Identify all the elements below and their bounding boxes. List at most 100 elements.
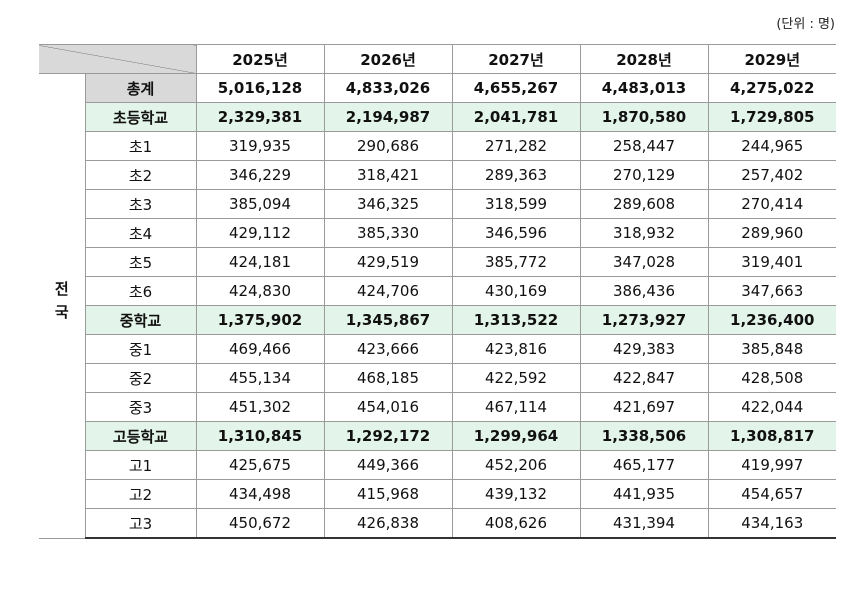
value-cell: 408,626 bbox=[451, 508, 581, 539]
value-cell: 434,498 bbox=[195, 479, 325, 509]
table-row: 고3 450,672 426,838 408,626 431,394 434,163 bbox=[39, 508, 836, 539]
value-cell: 385,772 bbox=[451, 247, 581, 277]
value-cell: 318,932 bbox=[579, 218, 709, 248]
value-cell: 270,129 bbox=[579, 160, 709, 190]
value-cell: 2,194,987 bbox=[323, 102, 453, 132]
value-cell: 4,655,267 bbox=[451, 73, 581, 103]
value-cell: 424,830 bbox=[195, 276, 325, 306]
value-cell: 425,675 bbox=[195, 450, 325, 480]
value-cell: 385,094 bbox=[195, 189, 325, 219]
column-header: 2025년 bbox=[195, 44, 325, 74]
value-cell: 423,816 bbox=[451, 334, 581, 364]
column-header: 2029년 bbox=[707, 44, 836, 74]
value-cell: 439,132 bbox=[451, 479, 581, 509]
value-cell: 415,968 bbox=[323, 479, 453, 509]
row-label: 중3 bbox=[84, 392, 197, 422]
value-cell: 1,870,580 bbox=[579, 102, 709, 132]
table-row: 초등학교 2,329,381 2,194,987 2,041,781 1,870,580… bbox=[39, 102, 836, 132]
row-label: 고2 bbox=[84, 479, 197, 509]
row-label: 초4 bbox=[84, 218, 197, 248]
value-cell: 1,273,927 bbox=[579, 305, 709, 335]
unit-note: (단위 : 명) bbox=[776, 17, 835, 32]
row-label: 고3 bbox=[84, 508, 197, 539]
column-header: 2026년 bbox=[323, 44, 453, 74]
row-label: 고등학교 bbox=[84, 421, 197, 451]
value-cell: 428,508 bbox=[707, 363, 836, 393]
value-cell: 386,436 bbox=[579, 276, 709, 306]
value-cell: 385,848 bbox=[707, 334, 836, 364]
value-cell: 421,697 bbox=[579, 392, 709, 422]
table-row: 중3 451,302 454,016 467,114 421,697 422,044 bbox=[39, 392, 836, 422]
column-header: 2027년 bbox=[451, 44, 581, 74]
value-cell: 1,313,522 bbox=[451, 305, 581, 335]
table: 2025년 2026년 2027년 2028년 2029년 전국 총계 5,016,128 4,… bbox=[39, 44, 836, 539]
region-label: 전국 bbox=[52, 280, 71, 327]
table-row: 전국 총계 5,016,128 4,833,026 4,655,267 4,483,013… bbox=[39, 73, 836, 539]
row-label: 초3 bbox=[84, 189, 197, 219]
value-cell: 422,847 bbox=[579, 363, 709, 393]
value-cell: 289,960 bbox=[707, 218, 836, 248]
row-label: 중학교 bbox=[84, 305, 197, 335]
value-cell: 385,330 bbox=[323, 218, 453, 248]
value-cell: 271,282 bbox=[451, 131, 581, 161]
value-cell: 454,016 bbox=[323, 392, 453, 422]
value-cell: 429,112 bbox=[195, 218, 325, 248]
value-cell: 452,206 bbox=[451, 450, 581, 480]
value-cell: 318,599 bbox=[451, 189, 581, 219]
value-cell: 431,394 bbox=[579, 508, 709, 539]
value-cell: 346,325 bbox=[323, 189, 453, 219]
value-cell: 4,833,026 bbox=[323, 73, 453, 103]
row-label: 초1 bbox=[84, 131, 197, 161]
row-label: 초등학교 bbox=[84, 102, 197, 132]
value-cell: 467,114 bbox=[451, 392, 581, 422]
row-label: 초5 bbox=[84, 247, 197, 277]
table-row: 고2 434,498 415,968 439,132 441,935 454,657 bbox=[39, 479, 836, 509]
value-cell: 424,181 bbox=[195, 247, 325, 277]
value-cell: 347,028 bbox=[579, 247, 709, 277]
row-label: 고1 bbox=[84, 450, 197, 480]
value-cell: 244,965 bbox=[707, 131, 836, 161]
value-cell: 1,292,172 bbox=[323, 421, 453, 451]
column-header: 2028년 bbox=[579, 44, 709, 74]
table-row: 초3 385,094 346,325 318,599 289,608 270,414 bbox=[39, 189, 836, 219]
value-cell: 1,375,902 bbox=[195, 305, 325, 335]
value-cell: 1,299,964 bbox=[451, 421, 581, 451]
value-cell: 289,363 bbox=[451, 160, 581, 190]
value-cell: 319,401 bbox=[707, 247, 836, 277]
value-cell: 4,275,022 bbox=[707, 73, 836, 103]
row-label: 중1 bbox=[84, 334, 197, 364]
value-cell: 465,177 bbox=[579, 450, 709, 480]
value-cell: 347,663 bbox=[707, 276, 836, 306]
value-cell: 424,706 bbox=[323, 276, 453, 306]
table-row: 고1 425,675 449,366 452,206 465,177 419,997 bbox=[39, 450, 836, 480]
table-row: 초4 429,112 385,330 346,596 318,932 289,960 bbox=[39, 218, 836, 248]
value-cell: 1,236,400 bbox=[707, 305, 836, 335]
value-cell: 429,519 bbox=[323, 247, 453, 277]
value-cell: 430,169 bbox=[451, 276, 581, 306]
value-cell: 423,666 bbox=[323, 334, 453, 364]
value-cell: 450,672 bbox=[195, 508, 325, 539]
table-row: 중학교 1,375,902 1,345,867 1,313,522 1,273,927 1… bbox=[39, 305, 836, 335]
header-row: 2025년 2026년 2027년 2028년 2029년 bbox=[39, 44, 836, 74]
row-label: 중2 bbox=[84, 363, 197, 393]
value-cell: 434,163 bbox=[707, 508, 836, 539]
corner-cell bbox=[39, 44, 197, 74]
table-row: 중1 469,466 423,666 423,816 429,383 385,848 bbox=[39, 334, 836, 364]
table-row: 초6 424,830 424,706 430,169 386,436 347,663 bbox=[39, 276, 836, 306]
value-cell: 451,302 bbox=[195, 392, 325, 422]
value-cell: 1,308,817 bbox=[707, 421, 836, 451]
value-cell: 4,483,013 bbox=[579, 73, 709, 103]
value-cell: 454,657 bbox=[707, 479, 836, 509]
row-label: 초2 bbox=[84, 160, 197, 190]
value-cell: 1,729,805 bbox=[707, 102, 836, 132]
region-cell: 전국 bbox=[39, 73, 86, 539]
table-row: 초1 319,935 290,686 271,282 258,447 244,965 bbox=[39, 131, 836, 161]
value-cell: 455,134 bbox=[195, 363, 325, 393]
value-cell: 449,366 bbox=[323, 450, 453, 480]
value-cell: 429,383 bbox=[579, 334, 709, 364]
value-cell: 258,447 bbox=[579, 131, 709, 161]
value-cell: 422,592 bbox=[451, 363, 581, 393]
value-cell: 441,935 bbox=[579, 479, 709, 509]
value-cell: 419,997 bbox=[707, 450, 836, 480]
value-cell: 318,421 bbox=[323, 160, 453, 190]
